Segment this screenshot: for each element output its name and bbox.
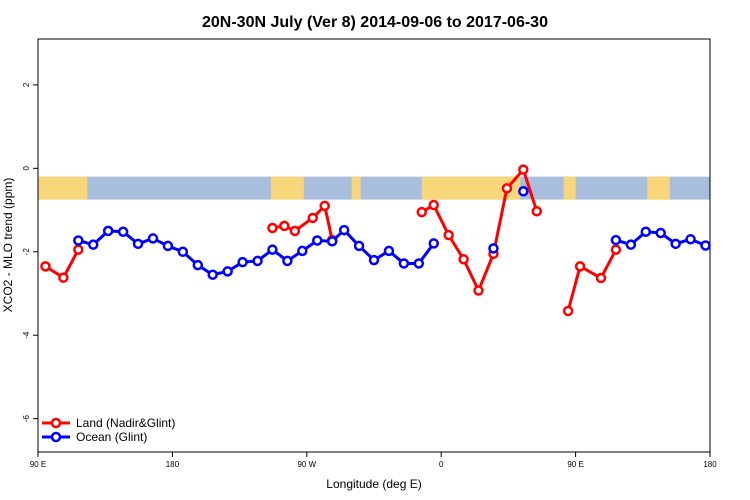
data-point	[338, 224, 350, 236]
data-point	[40, 261, 51, 272]
data-point	[222, 266, 233, 277]
legend-ocean-label: Ocean (Glint)	[76, 430, 147, 444]
data-point	[207, 269, 218, 280]
data-point	[488, 243, 499, 254]
series-line	[566, 248, 618, 312]
data-point	[307, 212, 319, 224]
data-point	[398, 258, 410, 269]
y-tick-label: -2	[22, 248, 31, 256]
data-point	[458, 254, 469, 265]
data-point	[289, 225, 301, 237]
data-point	[685, 233, 696, 245]
data-point	[297, 245, 308, 257]
data-point	[531, 206, 543, 217]
data-point	[162, 240, 174, 252]
data-point	[562, 305, 574, 317]
map-land-span	[421, 176, 521, 200]
data-point	[700, 240, 711, 251]
x-tick-label: 90 E	[30, 460, 46, 469]
data-point	[518, 186, 529, 197]
data-point	[319, 200, 330, 212]
data-point	[383, 245, 395, 257]
x-tick-label: 0	[439, 460, 444, 469]
series-land	[40, 164, 622, 317]
legend: Land (Nadir&Glint) Ocean (Glint)	[42, 416, 175, 444]
data-point	[58, 272, 69, 283]
map-land-span	[351, 176, 361, 200]
data-point	[147, 233, 159, 244]
data-point	[610, 244, 622, 255]
y-tick-label: 0	[22, 166, 31, 171]
data-point	[192, 259, 204, 271]
data-point	[428, 238, 439, 249]
x-tick-label: 90 W	[297, 460, 316, 469]
legend-land-label: Land (Nadir&Glint)	[76, 416, 175, 430]
y-tick-label: -6	[22, 415, 31, 423]
series-ocean	[73, 186, 711, 280]
x-axis: 90 E 180 90 W 0 90 E 180	[30, 452, 717, 469]
data-point	[413, 258, 425, 269]
data-point	[102, 225, 114, 237]
data-point	[267, 222, 278, 234]
legend-ocean-marker	[50, 431, 62, 443]
data-point	[595, 272, 607, 284]
data-point	[237, 256, 248, 268]
data-point	[473, 285, 484, 296]
data-point	[267, 244, 278, 255]
x-tick-label: 180	[703, 460, 717, 469]
series-layer	[40, 164, 711, 317]
map-band	[38, 176, 710, 200]
legend-land-marker	[50, 417, 62, 429]
data-point	[443, 229, 454, 241]
data-point	[252, 255, 263, 267]
map-land-span	[647, 176, 670, 200]
data-point	[353, 240, 365, 252]
chart-title: 20N-30N July (Ver 8) 2014-09-06 to 2017-…	[202, 14, 548, 31]
data-point	[88, 239, 99, 250]
data-point	[610, 234, 622, 246]
data-point	[670, 238, 681, 250]
x-tick-label: 90 E	[567, 460, 583, 469]
data-point	[73, 235, 84, 246]
map-land-span	[270, 176, 304, 200]
data-point	[312, 235, 323, 246]
series-line	[77, 228, 435, 277]
data-point	[368, 254, 380, 266]
x-axis-label: Longitude (deg E)	[326, 477, 421, 491]
data-point	[282, 255, 293, 267]
data-point	[574, 261, 586, 272]
data-point	[501, 183, 513, 194]
data-point	[428, 199, 439, 211]
y-tick-label: -4	[22, 331, 31, 339]
data-point	[625, 239, 637, 250]
data-point	[279, 220, 290, 232]
data-point	[655, 227, 666, 239]
data-point	[117, 226, 129, 237]
data-point	[416, 206, 428, 218]
y-axis-label: XCO2 - MLO trend (ppm)	[1, 178, 15, 313]
data-point	[326, 236, 338, 247]
data-point	[177, 246, 189, 258]
map-land-span	[38, 176, 88, 200]
map-ocean-band	[38, 176, 710, 200]
y-tick-label: 2	[22, 82, 31, 87]
y-axis: 2 0 -2 -4 -6	[22, 82, 38, 422]
data-point	[640, 226, 652, 237]
data-point	[73, 244, 84, 255]
x-tick-label: 180	[166, 460, 180, 469]
data-point	[132, 238, 144, 250]
map-land-span	[563, 176, 576, 200]
data-point	[518, 164, 529, 175]
